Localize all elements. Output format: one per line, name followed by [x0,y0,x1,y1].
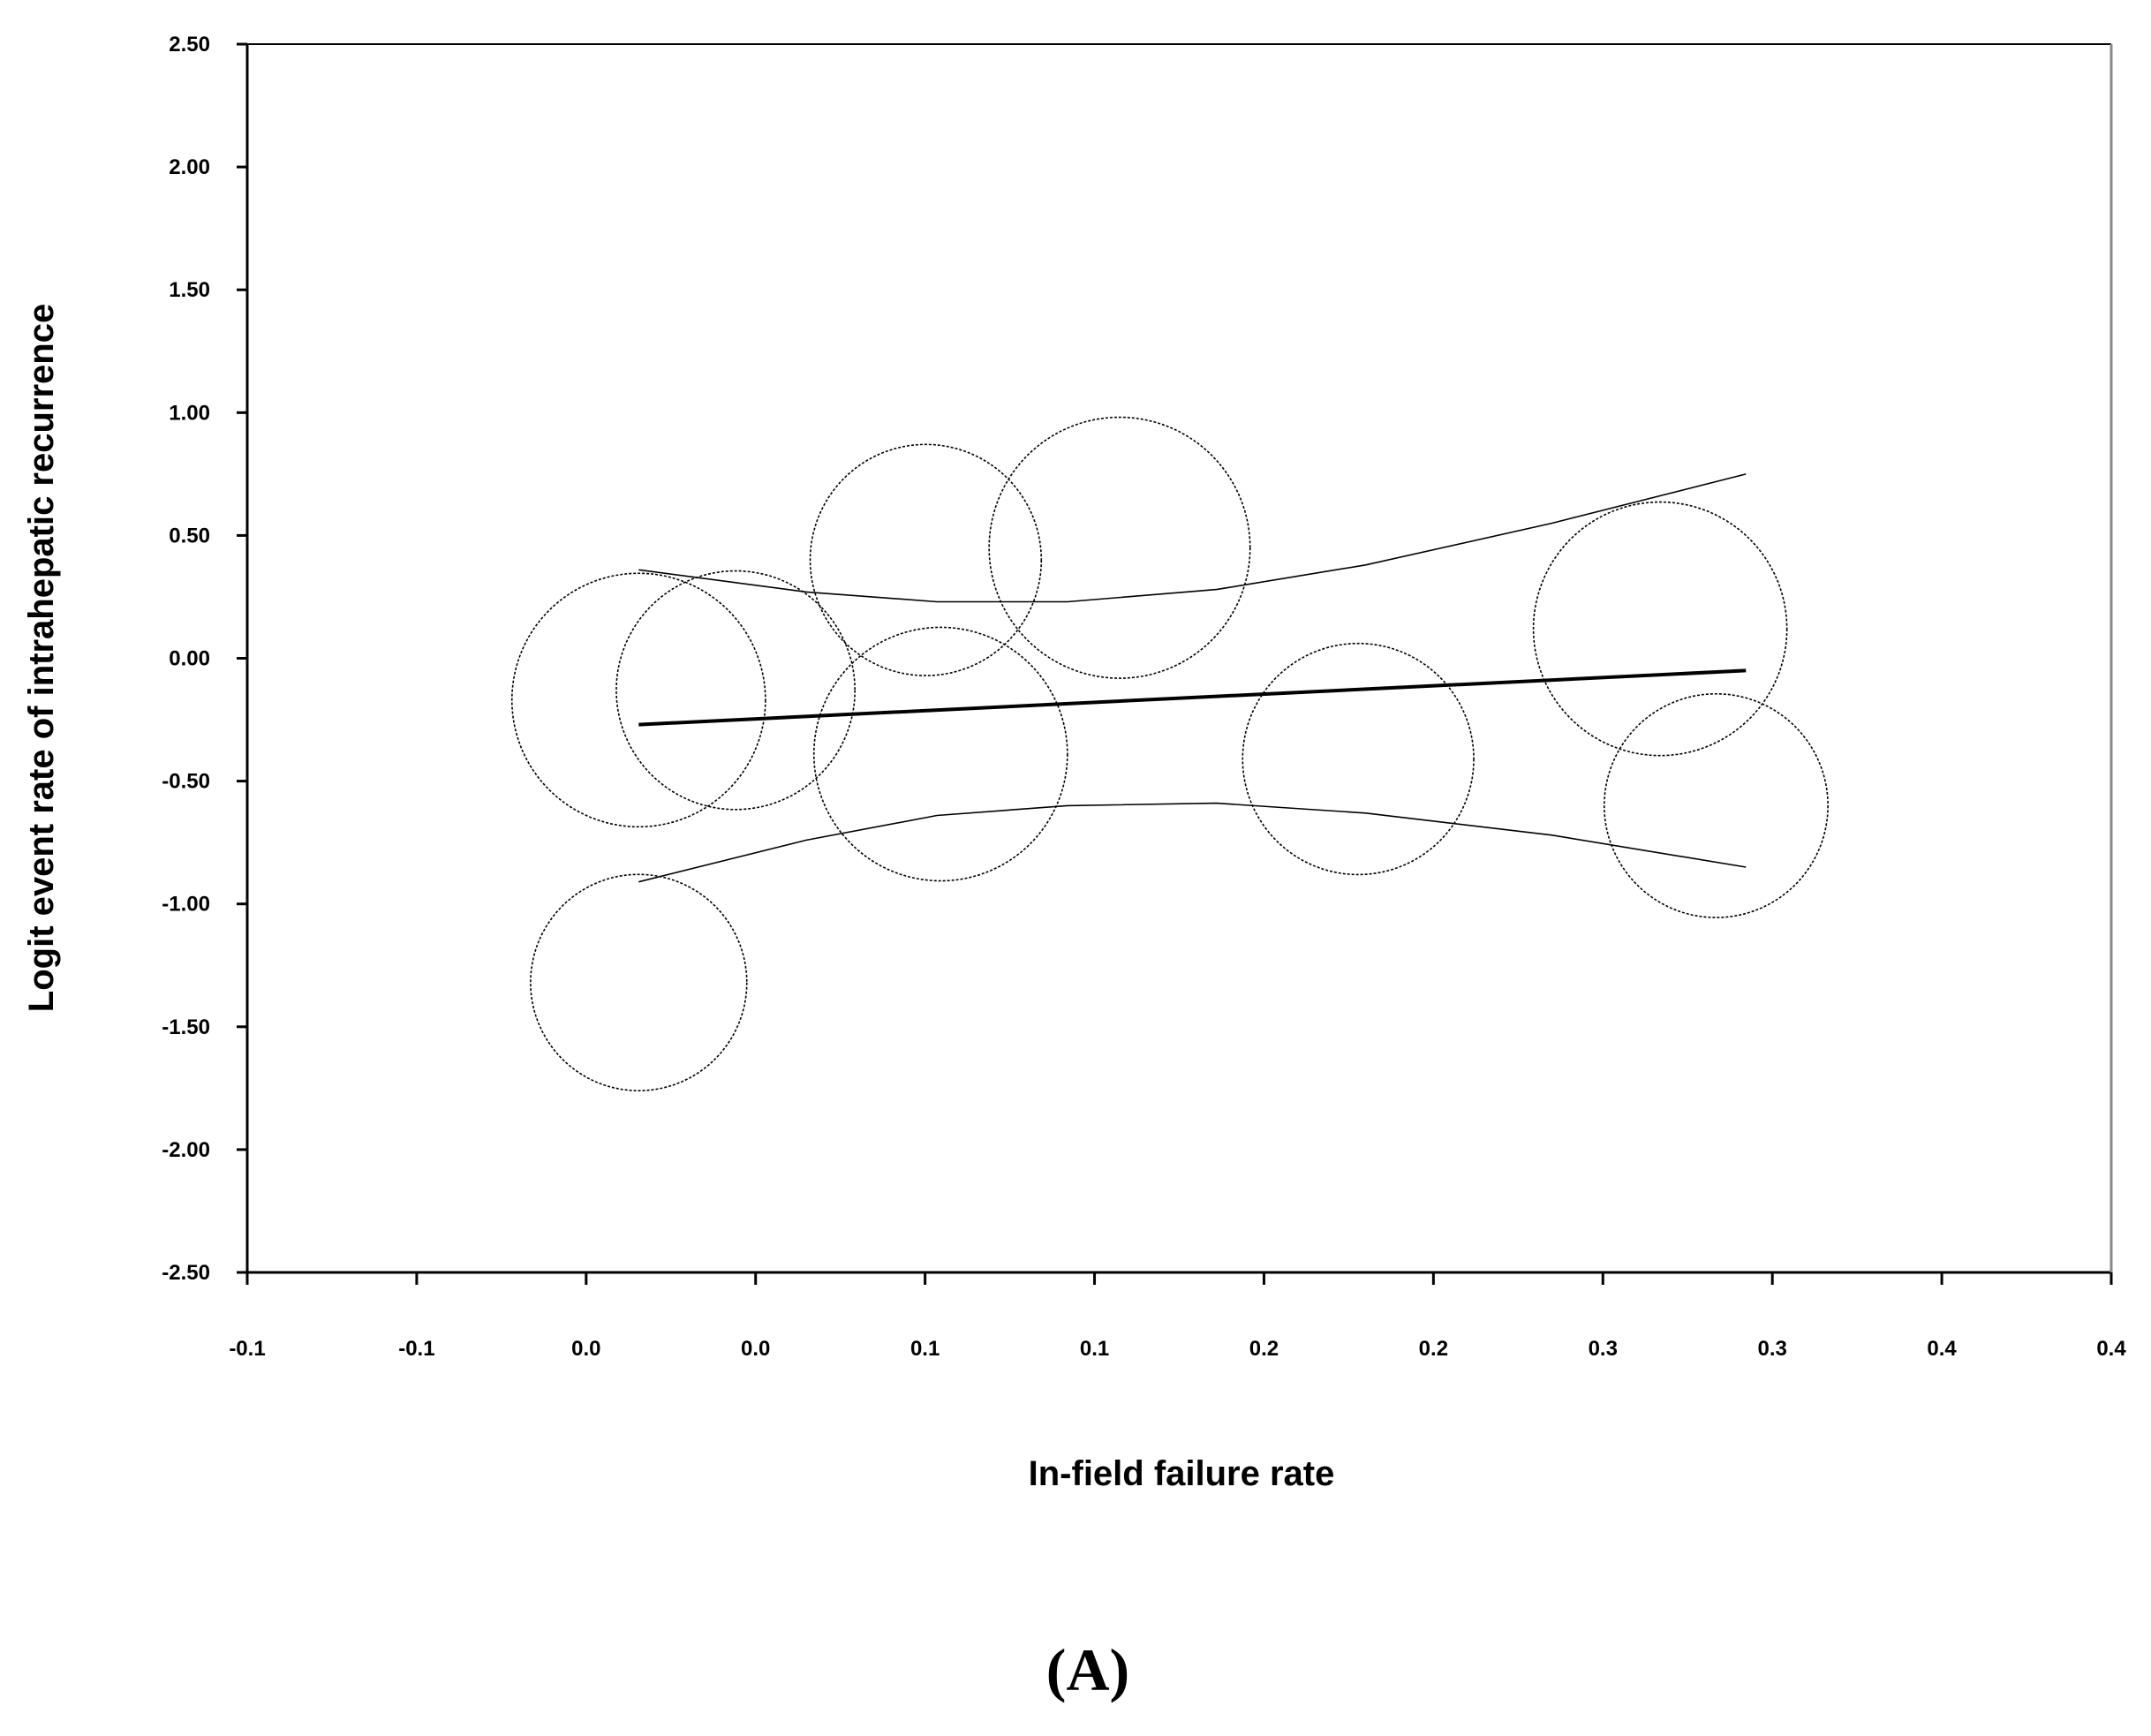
panel-label: (A) [1046,1636,1129,1703]
regression-layer [638,668,1747,727]
y-tick-label: 0.00 [169,647,210,671]
x-tick-label: 0.3 [1589,1337,1618,1361]
study-markers [510,416,1829,1091]
y-axis-ticks: 2.50 2.00 1.50 1.00 0.50 0.00 -0.50 -1.00 -1.50 -… [162,33,247,1285]
y-axis-title: Logit event rate of intrahepatic recurre… [22,304,61,1012]
study-bubble [1532,501,1788,757]
study-bubble [530,873,748,1091]
y-tick-label: 2.00 [169,155,210,179]
study-bubble [812,626,1068,882]
y-tick-label: -0.50 [162,770,210,794]
study-bubble [615,570,856,811]
x-tick-label: 0.1 [910,1337,940,1361]
study-bubble [988,416,1251,679]
x-tick-label: 0.3 [1757,1337,1786,1361]
y-tick-label: 2.50 [169,33,210,57]
x-tick-label: 0.4 [2096,1337,2126,1361]
x-tick-label: -0.1 [398,1337,434,1361]
y-tick-label: -1.50 [162,1015,210,1039]
y-tick-label: 1.50 [169,278,210,302]
y-tick-label: 1.00 [169,401,210,425]
y-tick-label: -2.00 [162,1138,210,1162]
x-tick-label: 0.2 [1249,1337,1279,1361]
x-tick-label: 0.2 [1419,1337,1448,1361]
x-axis-ticks: -0.1 -0.1 0.0 0.0 0.1 0.1 0.2 0.2 0.3 0.3 0.4 0.4 [229,1272,2126,1361]
study-bubble [1242,642,1475,876]
x-tick-label: 0.1 [1080,1337,1109,1361]
study-bubble [809,443,1043,676]
y-tick-label: -1.00 [162,893,210,917]
x-tick-label: 0.0 [571,1337,600,1361]
y-tick-label: 0.50 [169,524,210,547]
study-bubble [510,572,766,828]
x-tick-label: -0.1 [229,1337,265,1361]
upper-confidence-line [638,473,1747,603]
regression-line [638,668,1747,727]
x-tick-label: 0.4 [1927,1337,1957,1361]
x-tick-label: 0.0 [741,1337,770,1361]
lower-confidence-line [638,802,1747,883]
axes [245,43,2113,1274]
y-tick-label: -2.50 [162,1261,210,1285]
x-axis-title: In-field failure rate [1029,1454,1335,1493]
confidence-bands [638,473,1747,883]
study-bubble [1604,692,1829,918]
